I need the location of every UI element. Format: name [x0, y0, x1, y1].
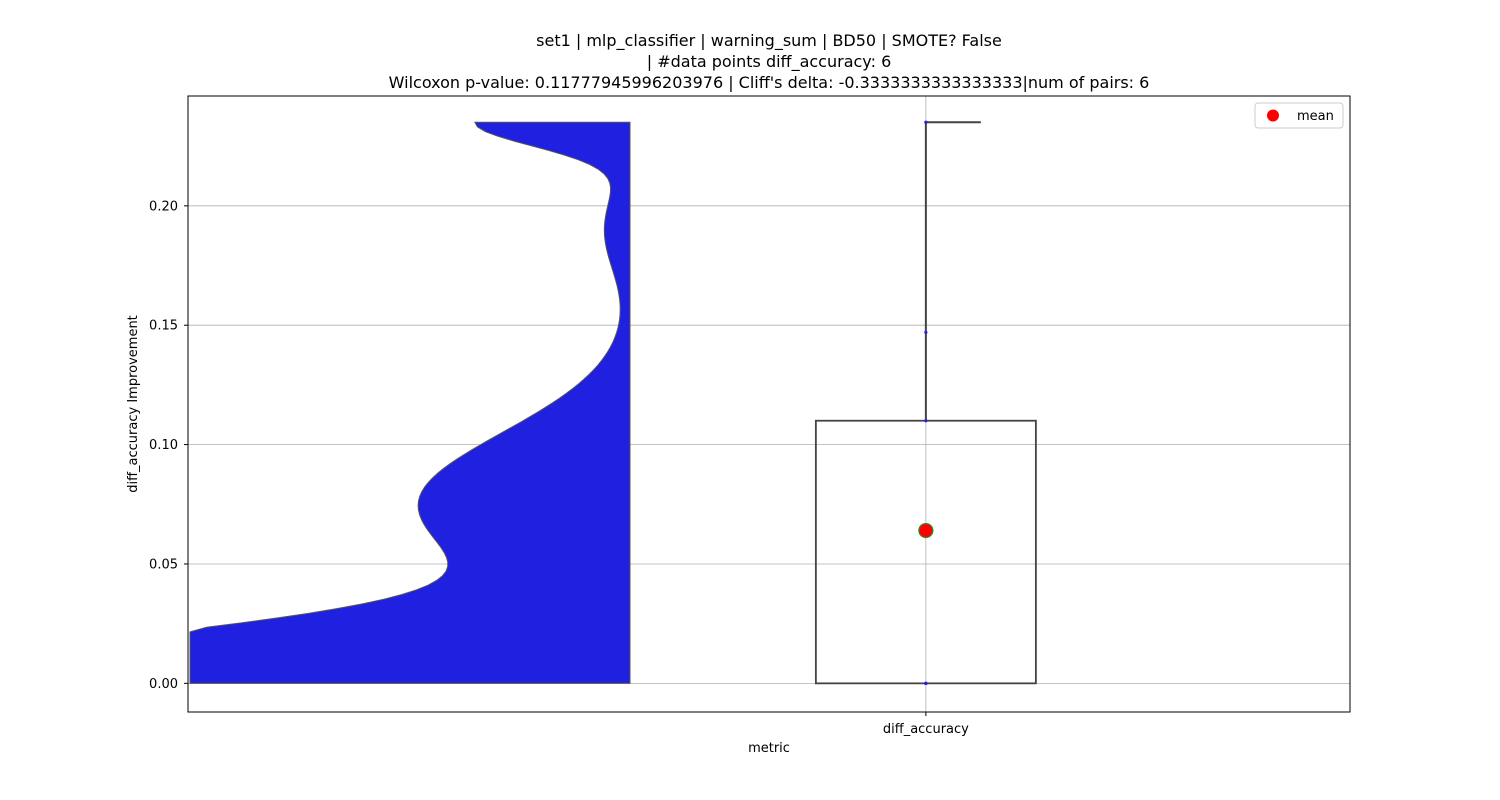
plot-area — [184, 95, 1351, 716]
mean-marker — [918, 522, 934, 539]
legend-mean-label: mean — [1297, 109, 1334, 124]
chart-title-line-2: | #data points diff_accuracy: 6 — [647, 52, 892, 72]
data-point — [924, 120, 928, 124]
legend: mean — [1254, 102, 1344, 129]
y-tick-label: 0.20 — [149, 199, 178, 214]
data-point — [924, 419, 928, 423]
x-tick-label: diff_accuracy — [883, 722, 969, 737]
data-point — [924, 330, 928, 334]
y-tick-label: 0.15 — [149, 319, 178, 334]
data-point — [924, 681, 928, 685]
x-axis-label: metric — [748, 741, 790, 756]
y-tick-label: 0.05 — [149, 557, 178, 572]
chart-title-line-3: Wilcoxon p-value: 0.11777945996203976 | … — [389, 73, 1150, 92]
legend-mean-marker — [1267, 109, 1279, 122]
y-axis-label: diff_accuracy Improvement — [126, 315, 141, 493]
plot-frame — [187, 95, 1351, 713]
y-tick-label: 0.10 — [149, 438, 178, 453]
violin-shape — [189, 121, 631, 684]
legend-frame — [1254, 102, 1344, 129]
chart-title-line-1: set1 | mlp_classifier | warning_sum | BD… — [536, 31, 1002, 51]
y-tick-label: 0.00 — [149, 677, 178, 692]
